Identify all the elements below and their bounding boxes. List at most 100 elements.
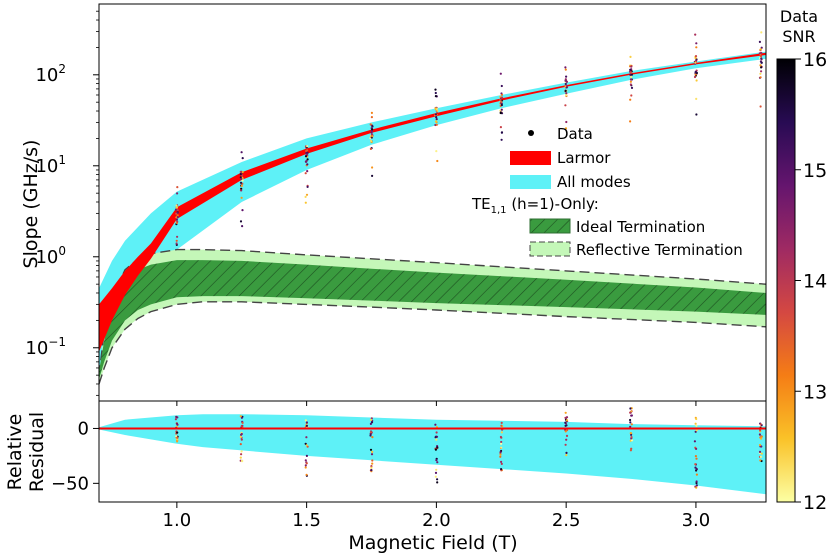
data-point bbox=[435, 123, 438, 126]
y-tick-label: 101 bbox=[35, 153, 66, 177]
residual-point bbox=[759, 423, 762, 426]
legend: Data Larmor All modes TE1,1 (h=1)-Only: … bbox=[471, 125, 743, 259]
data-point bbox=[306, 145, 309, 148]
data-point bbox=[175, 212, 178, 215]
data-point bbox=[629, 55, 632, 59]
residual-point bbox=[500, 446, 503, 449]
legend-ideal-label: Ideal Termination bbox=[576, 218, 705, 236]
residual-point bbox=[695, 473, 699, 476]
residual-point bbox=[629, 421, 632, 424]
data-point bbox=[499, 98, 502, 102]
residual-point bbox=[564, 421, 567, 424]
residual-point bbox=[370, 465, 373, 468]
data-point bbox=[239, 173, 242, 176]
data-point bbox=[630, 71, 633, 74]
data-point bbox=[304, 195, 307, 198]
residual-y-tick-label: 0 bbox=[78, 418, 89, 439]
data-point bbox=[176, 220, 179, 223]
data-point bbox=[239, 170, 242, 173]
bottom-y-axis: 0 −50 bbox=[51, 418, 99, 494]
data-point bbox=[435, 116, 438, 119]
data-point bbox=[434, 107, 437, 110]
legend-reflective-swatch bbox=[529, 241, 571, 257]
residual-point bbox=[436, 446, 439, 449]
reflective-lower-edge bbox=[99, 301, 766, 385]
residual-point bbox=[500, 460, 503, 463]
residual-point bbox=[564, 443, 567, 446]
data-points bbox=[174, 31, 763, 246]
residual-point bbox=[436, 461, 439, 464]
residual-point bbox=[759, 455, 763, 458]
residual-point bbox=[759, 428, 762, 432]
residual-point bbox=[565, 438, 568, 441]
data-point bbox=[758, 40, 762, 44]
legend-data-label: Data bbox=[557, 125, 593, 143]
data-point bbox=[176, 216, 179, 219]
data-point bbox=[240, 177, 243, 180]
x-axis-label: Magnetic Field (T) bbox=[348, 532, 517, 554]
data-point bbox=[629, 78, 633, 81]
top-y-axis: 10−1 100 101 102 bbox=[25, 10, 99, 396]
colorbar-title-line1: Data bbox=[780, 7, 818, 26]
residual-point bbox=[758, 433, 762, 436]
residual-point bbox=[629, 411, 632, 414]
legend-allmodes-label: All modes bbox=[557, 173, 631, 191]
residual-point bbox=[500, 462, 503, 465]
data-point bbox=[370, 111, 373, 114]
data-point bbox=[304, 201, 307, 204]
colorbar-tick-label: 12 bbox=[803, 492, 827, 514]
residual-point bbox=[175, 415, 178, 418]
data-point bbox=[499, 111, 502, 115]
all-modes-band bbox=[99, 51, 766, 376]
legend-larmor-label: Larmor bbox=[557, 149, 611, 167]
y-tick-label: 100 bbox=[35, 244, 66, 268]
data-point bbox=[306, 170, 309, 173]
data-point bbox=[630, 65, 633, 68]
residual-point bbox=[241, 421, 244, 424]
data-point bbox=[175, 204, 178, 207]
data-point bbox=[630, 86, 634, 89]
data-point bbox=[693, 75, 697, 79]
residual-point bbox=[695, 424, 698, 427]
data-point bbox=[500, 100, 503, 104]
residual-point bbox=[500, 421, 503, 424]
legend-larmor-swatch bbox=[510, 151, 551, 165]
data-point bbox=[695, 42, 698, 45]
residual-point bbox=[500, 440, 503, 444]
data-point bbox=[694, 33, 697, 36]
residual-point bbox=[434, 475, 437, 478]
data-point bbox=[759, 72, 762, 75]
residual-point bbox=[500, 431, 503, 434]
data-point bbox=[500, 103, 503, 107]
residual-point bbox=[629, 425, 632, 428]
data-point bbox=[435, 118, 438, 121]
colorbar-tick-label: 14 bbox=[803, 271, 827, 293]
residual-point bbox=[369, 418, 373, 421]
residual-point bbox=[565, 434, 569, 437]
residual-point bbox=[370, 421, 374, 424]
residual-point bbox=[304, 466, 307, 469]
data-point bbox=[759, 76, 762, 79]
ideal-termination-band bbox=[99, 260, 766, 380]
residual-point bbox=[304, 459, 307, 462]
residual-y-tick-label: −50 bbox=[51, 473, 89, 494]
data-point bbox=[239, 220, 243, 223]
residual-point bbox=[629, 418, 632, 422]
residual-point bbox=[436, 481, 439, 484]
data-point bbox=[306, 149, 309, 152]
data-point bbox=[565, 75, 568, 78]
colorbar bbox=[776, 58, 796, 503]
residual-point bbox=[694, 422, 697, 425]
residual-point bbox=[695, 484, 699, 487]
residual-all-modes-band bbox=[99, 414, 766, 495]
residual-point bbox=[371, 450, 374, 453]
data-point bbox=[564, 89, 567, 92]
x-tick-label: 3.0 bbox=[682, 510, 711, 531]
data-point bbox=[176, 235, 179, 238]
data-point bbox=[695, 79, 698, 82]
data-point bbox=[369, 123, 372, 126]
data-point bbox=[760, 66, 763, 69]
data-point bbox=[629, 80, 633, 83]
residual-point bbox=[240, 438, 243, 441]
residual-point bbox=[629, 449, 633, 452]
